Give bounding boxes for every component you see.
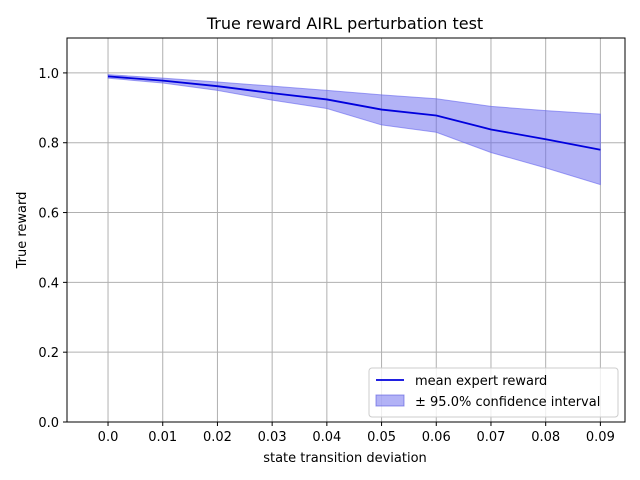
plot-frame [66,37,626,423]
x-axis-label: state transition deviation [263,451,427,466]
confidence-band [107,74,601,186]
legend: mean expert reward ± 95.0% confidence in… [368,367,619,418]
legend-label-band: ± 95.0% confidence interval [415,395,600,410]
x-tick-label: 0.03 [258,430,287,445]
legend-label-mean: mean expert reward [415,374,547,389]
x-tick-label: 0.02 [203,430,232,445]
y-axis: 0.0 0.2 0.4 0.6 0.8 1.0 [38,67,67,431]
x-axis: 0.0 0.01 0.02 0.03 0.04 0.05 0.06 0.07 0.08 0.09 [98,422,615,445]
y-tick-label: 0.0 [38,416,59,431]
mean-reward-line [107,75,601,151]
x-tick-label: 0.0 [98,430,119,445]
x-tick-label: 0.01 [148,430,177,445]
y-axis-label: True reward [15,192,30,270]
x-tick-label: 0.05 [367,430,396,445]
x-tick-label: 0.09 [586,430,615,445]
legend-band-swatch [375,394,405,407]
legend-frame [368,367,619,418]
x-tick-label: 0.04 [312,430,341,445]
x-tick-label: 0.07 [476,430,505,445]
line-layer [107,75,601,151]
chart-title: True reward AIRL perturbation test [206,14,483,33]
x-tick-label: 0.08 [531,430,560,445]
y-tick-label: 0.8 [38,137,59,152]
y-tick-label: 0.6 [38,207,59,222]
y-tick-label: 0.4 [38,276,59,291]
y-tick-label: 0.2 [38,346,59,361]
confidence-band-layer [107,74,601,186]
y-tick-label: 1.0 [38,67,59,82]
x-tick-label: 0.06 [422,430,451,445]
